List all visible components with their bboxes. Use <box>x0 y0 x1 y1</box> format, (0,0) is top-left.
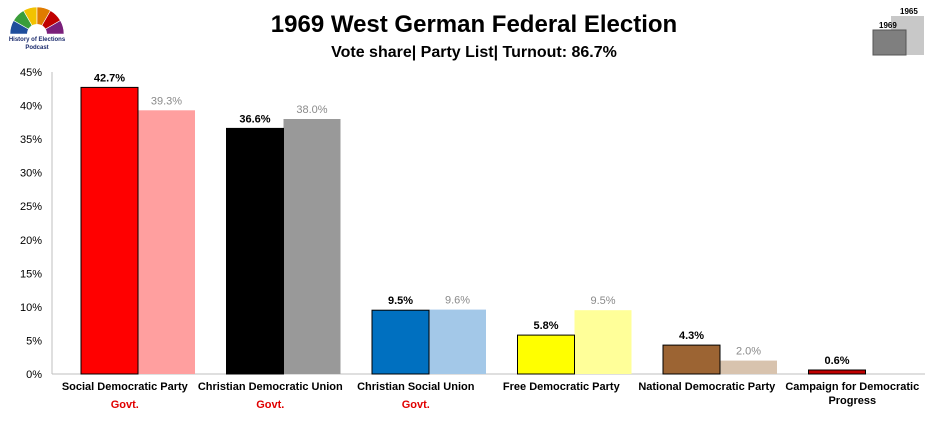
y-tick-label: 30% <box>20 168 42 180</box>
y-tick-label: 35% <box>20 134 42 146</box>
data-label-1969: 4.3% <box>679 330 704 342</box>
government-note: Govt. <box>402 399 430 411</box>
chart-subtitle: Vote share| Party List| Turnout: 86.7% <box>331 44 617 61</box>
category-label: Christian Social Union <box>357 381 475 393</box>
data-label-1965: 2.0% <box>736 346 761 358</box>
legend: 1965 1969 <box>872 7 924 56</box>
data-label-1965: 39.3% <box>151 95 182 107</box>
bar-1969 <box>662 344 721 375</box>
logo-text-line2: Podcast <box>25 45 48 51</box>
y-tick-label: 25% <box>20 201 42 213</box>
bar-group: 2.0% 4.3% National Democratic Party <box>638 330 777 393</box>
bar-groups: 39.3%42.7%Social Democratic PartyGovt.38… <box>62 72 919 411</box>
y-tick-label: 40% <box>20 101 42 113</box>
chart-title: 1969 West German Federal Election <box>271 11 677 38</box>
bar-1969 <box>517 334 575 375</box>
data-label-1969: 0.6% <box>824 355 849 367</box>
logo-wedges-icon <box>9 6 65 44</box>
y-tick-label: 20% <box>20 235 42 247</box>
y-tick-label: 45% <box>20 67 42 79</box>
bar-group: 39.3% 42.7% Social Democratic Party Govt. <box>62 72 195 411</box>
y-tick-label: 15% <box>20 268 42 280</box>
bar-group: 9.5% 5.8% Free Democratic Party <box>503 295 632 393</box>
data-label-1965: 9.6% <box>445 295 470 307</box>
legend-swatch-1969 <box>872 29 907 56</box>
logo-text-line1: History of Elections <box>9 37 66 43</box>
bar-1969 <box>226 127 284 375</box>
category-label: Social Democratic Party <box>62 381 189 393</box>
y-tick-label: 10% <box>20 302 42 314</box>
legend-label-1965: 1965 <box>900 7 918 16</box>
data-label-1969: 5.8% <box>533 320 558 332</box>
bar-1969 <box>80 86 139 375</box>
data-label-1965: 9.5% <box>590 295 615 307</box>
category-label: Progress <box>828 395 876 407</box>
data-label-1965: 38.0% <box>296 104 327 116</box>
bar-group: 38.0% 36.6% Christian Democratic Union Govt… <box>198 104 343 411</box>
data-label-1969: 9.5% <box>388 295 413 307</box>
bar-1969 <box>808 369 866 375</box>
government-note: Govt. <box>111 399 139 411</box>
bar-1965 <box>429 309 486 374</box>
logo-center <box>27 24 47 44</box>
bar-1965 <box>138 110 195 375</box>
category-label: Free Democratic Party <box>503 381 621 393</box>
category-label: Campaign for Democratic <box>785 381 919 393</box>
y-tick-label: 5% <box>26 335 42 347</box>
data-label-1969: 42.7% <box>94 72 125 84</box>
category-label: National Democratic Party <box>638 381 776 393</box>
bar-1965 <box>283 119 341 374</box>
y-axis-ticks: 0% 5% 10% 15% 20% 25% 30% 35% 40% 45% <box>20 67 42 381</box>
bar-group: 0.6% Campaign for Democratic Progress <box>785 355 919 407</box>
bar-1965 <box>574 310 632 374</box>
podcast-logo: History of Elections Podcast <box>9 6 66 51</box>
legend-label-1969: 1969 <box>879 21 897 30</box>
data-label-1969: 36.6% <box>239 113 270 125</box>
bar-1965 <box>720 360 777 374</box>
category-label: Christian Democratic Union <box>198 381 343 393</box>
bar-1969 <box>371 309 430 375</box>
y-tick-label: 0% <box>26 369 42 381</box>
government-note: Govt. <box>256 399 284 411</box>
bar-group: 9.6% 9.5% Christian Social Union Govt. <box>357 295 486 411</box>
